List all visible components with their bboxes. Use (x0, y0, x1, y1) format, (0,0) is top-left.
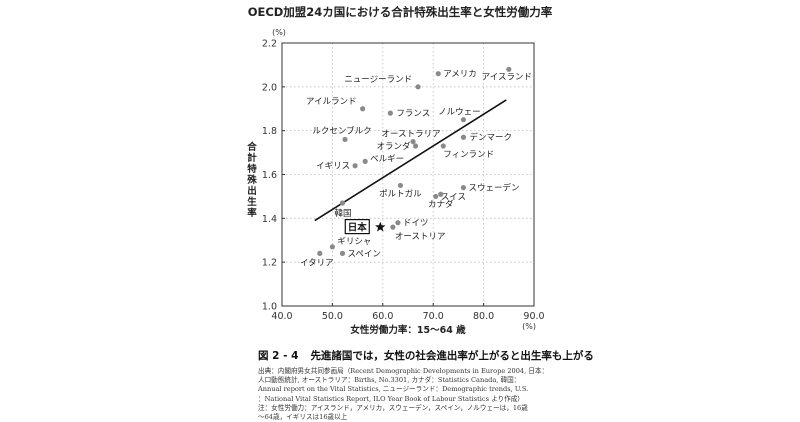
data-point (339, 200, 346, 206)
data-point (433, 193, 439, 200)
data-point (410, 139, 416, 145)
data-label: ノルウェー (438, 108, 481, 118)
data-label: アイスランド (482, 72, 532, 82)
data-label: アメリカ (443, 70, 477, 80)
data-point (460, 185, 467, 191)
x-axis-unit: (%) (522, 322, 536, 331)
source-line: 出典：内閣府男女共同参画局（Recent Demographic Develop… (258, 367, 549, 375)
y-tick-label: 1.8 (262, 126, 277, 137)
data-point (397, 182, 404, 189)
figure-number: 図 2 - 4 (258, 350, 299, 362)
x-tick-label: 90.0 (523, 311, 544, 322)
data-point (460, 134, 467, 140)
y-axis-title: 合計特殊出生率 (246, 141, 257, 219)
data-label: フィンランド (443, 150, 494, 160)
x-axis-title: 女性労働力率：15〜64 歳 (350, 324, 466, 336)
source-line: Annual report on the Vital Statistics, ニ… (258, 385, 529, 394)
figure-caption: 図 2 - 4 先進諸国では，女性の社会進出率が上がると出生率も上がる 出典：内閣… (258, 348, 594, 422)
data-label: イギリス (316, 162, 350, 172)
y-tick-label: 2.0 (262, 82, 277, 93)
data-point (329, 244, 335, 250)
data-point (352, 163, 358, 169)
data-point (440, 143, 446, 149)
source-line: ：National Vital Statistics Report, ILO Y… (258, 394, 524, 403)
x-tick-label: 70.0 (423, 311, 444, 322)
data-label-box (344, 219, 370, 235)
data-point (435, 71, 441, 77)
source-line: 人口動態統計, オーストラリア：Births, No.3301, カナダ：Sta… (258, 376, 521, 385)
data-point (438, 191, 444, 197)
data-label: スイス (441, 192, 466, 202)
x-tick-label: 40.0 (271, 311, 292, 322)
data-point (342, 136, 348, 143)
data-point (395, 220, 401, 226)
y-tick-label: 1.0 (262, 302, 277, 313)
figure-title-line: 図 2 - 4 先進諸国では，女性の社会進出率が上がると出生率も上がる (258, 348, 594, 363)
y-tick-label: 1.6 (262, 170, 277, 181)
x-tick-label: 80.0 (473, 311, 494, 322)
data-label: イタリア (300, 258, 334, 268)
note-line: 注：女性労働力：アイスランド，アメリカ，スウェーデン，スペイン，ノルウェーは，1… (258, 403, 528, 412)
data-label: ベルギー (370, 154, 404, 164)
x-tick-label: 50.0 (322, 311, 343, 322)
data-label: 日本 (348, 222, 368, 234)
data-label: カナダ (428, 199, 454, 210)
data-point (390, 224, 396, 230)
data-point (360, 106, 366, 112)
x-tick-label: 60.0 (372, 311, 393, 322)
data-point (412, 143, 419, 149)
data-point (506, 66, 512, 72)
data-point (460, 117, 467, 123)
data-label: フランス (396, 109, 430, 119)
y-tick-label: 2.2 (262, 39, 277, 50)
data-label: アイルランド (306, 97, 357, 107)
axes: 40.0 50.0 60.0 70.0 80.0 90.0 1.0 1.2 1.4 1.6 1.8 2… (262, 39, 545, 323)
data-point (362, 158, 368, 164)
data-label: ニュージーランド (344, 75, 412, 85)
data-label: オーストリア (395, 232, 446, 242)
data-label: ドイツ (403, 219, 429, 229)
data-label: オランダ (377, 141, 412, 152)
chart-title: OECD加盟24カ国における合計特殊出生率と女性労働力率 (248, 5, 553, 19)
data-label: デンマーク (469, 132, 512, 143)
data-point (317, 250, 323, 256)
data-label: ルクセンブルク (312, 125, 371, 136)
data-point (415, 84, 421, 90)
data-label: ギリシャ (337, 237, 371, 247)
data-point (339, 250, 346, 256)
figure-title: 先進諸国では，女性の社会進出率が上がると出生率も上がる (310, 350, 594, 362)
data-label: スペイン (347, 249, 380, 259)
trend-line (314, 99, 507, 222)
data-label: スウェーデン (468, 183, 519, 194)
data-point (387, 110, 393, 116)
note-line: 〜64歳，イギリスは16歳以上 (258, 413, 348, 422)
y-tick-label: 1.4 (262, 214, 277, 225)
data-label: 韓国 (334, 208, 351, 219)
y-tick-label: 1.2 (262, 258, 277, 269)
data-label: オーストラリア (382, 130, 441, 140)
y-axis-unit: (%) (272, 28, 286, 37)
data-label: ポルトガル (379, 188, 422, 199)
data-point-star (375, 221, 386, 232)
